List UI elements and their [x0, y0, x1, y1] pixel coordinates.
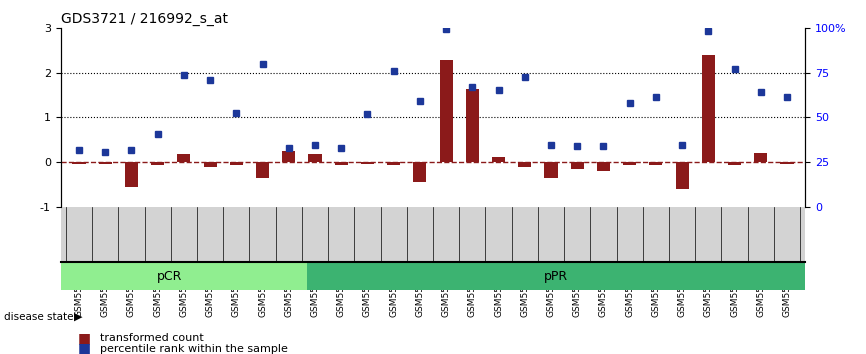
- Bar: [518, 162, 532, 166]
- Bar: [229, 162, 242, 165]
- Text: transformed count: transformed count: [100, 333, 204, 343]
- Bar: [387, 162, 400, 165]
- Text: percentile rank within the sample: percentile rank within the sample: [100, 344, 288, 354]
- Bar: [73, 162, 86, 164]
- Text: ■: ■: [78, 331, 91, 345]
- Text: ■: ■: [78, 342, 91, 354]
- Bar: [675, 162, 688, 189]
- Bar: [597, 162, 610, 171]
- Bar: [466, 88, 479, 162]
- Bar: [361, 162, 374, 164]
- Bar: [125, 162, 138, 187]
- Bar: [413, 162, 426, 182]
- Bar: [624, 162, 637, 165]
- Bar: [650, 162, 662, 165]
- Bar: [728, 162, 741, 165]
- Bar: [780, 162, 793, 164]
- Text: GDS3721 / 216992_s_at: GDS3721 / 216992_s_at: [61, 12, 228, 26]
- Bar: [256, 162, 269, 178]
- Bar: [701, 55, 715, 162]
- Bar: [334, 162, 348, 165]
- FancyBboxPatch shape: [307, 262, 805, 290]
- Text: pCR: pCR: [157, 270, 182, 283]
- Bar: [99, 162, 112, 164]
- Bar: [204, 162, 216, 166]
- Bar: [282, 151, 295, 162]
- Bar: [492, 157, 505, 162]
- Bar: [178, 154, 191, 162]
- Bar: [308, 154, 321, 162]
- Text: disease state: disease state: [4, 312, 74, 322]
- FancyBboxPatch shape: [61, 262, 307, 290]
- Text: ▶: ▶: [74, 312, 82, 322]
- Bar: [754, 153, 767, 162]
- Bar: [151, 162, 165, 165]
- Bar: [440, 59, 453, 162]
- Bar: [571, 162, 584, 169]
- Text: pPR: pPR: [544, 270, 568, 283]
- Bar: [545, 162, 558, 178]
